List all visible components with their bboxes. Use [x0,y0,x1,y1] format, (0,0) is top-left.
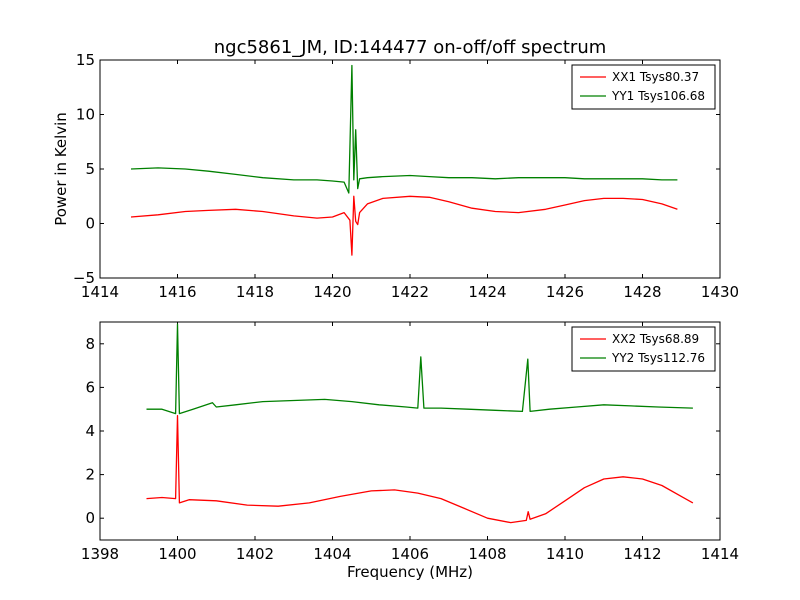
x-tick-label: 1420 [313,283,351,301]
legend-label: YY2 Tsys112.76 [611,351,705,365]
y-tick-label: 0 [85,215,95,233]
y-axis-label: Power in Kelvin [52,112,70,226]
x-tick-label: 1404 [313,545,351,563]
y-tick-label: 2 [85,466,95,484]
y-tick-label: 6 [85,378,95,396]
y-tick-label: −5 [73,269,95,287]
y-tick-label: 8 [85,335,95,353]
y-tick-label: 10 [76,106,95,124]
y-tick-label: 0 [85,509,95,527]
series-line-xx [130,195,678,256]
x-tick-label: 1430 [701,283,739,301]
x-tick-label: 1406 [391,545,429,563]
x-tick-label: 1412 [623,545,661,563]
x-tick-label: 1418 [236,283,274,301]
x-tick-label: 1416 [158,283,196,301]
chart-title: ngc5861_JM, ID:144477 on-off/off spectru… [214,37,607,58]
y-tick-label: 4 [85,422,95,440]
x-tick-label: 1426 [546,283,584,301]
y-tick-label: 15 [76,51,95,69]
legend-label: XX2 Tsys68.89 [612,332,699,346]
x-tick-label: 1414 [701,545,739,563]
y-tick-label: 5 [85,160,95,178]
legend-box [571,326,716,372]
series-line-yy [130,64,678,194]
x-axis-label: Frequency (MHz) [347,563,473,581]
x-tick-label: 1400 [158,545,196,563]
top-panel: 1414 1416 1418 1420 1422 1424 1426 1428 1430 −5 0 5… [73,51,739,301]
x-tick-label: 1422 [391,283,429,301]
legend-label: XX1 Tsys80.37 [612,70,699,84]
series-line-xx [146,415,694,524]
series-line-yy [146,323,693,415]
x-tick-label: 1408 [468,545,506,563]
x-tick-label: 1428 [623,283,661,301]
x-tick-label: 1398 [81,545,119,563]
x-tick-label: 1402 [236,545,274,563]
legend-label: YY1 Tsys106.68 [611,89,705,103]
legend-box [571,64,716,110]
bottom-panel: 1398 1400 1402 1404 1406 1408 1410 1412 1414 0 2 4 6… [81,321,739,563]
x-tick-label: 1410 [546,545,584,563]
x-tick-label: 1424 [468,283,506,301]
x-tick-label: 1414 [81,283,119,301]
